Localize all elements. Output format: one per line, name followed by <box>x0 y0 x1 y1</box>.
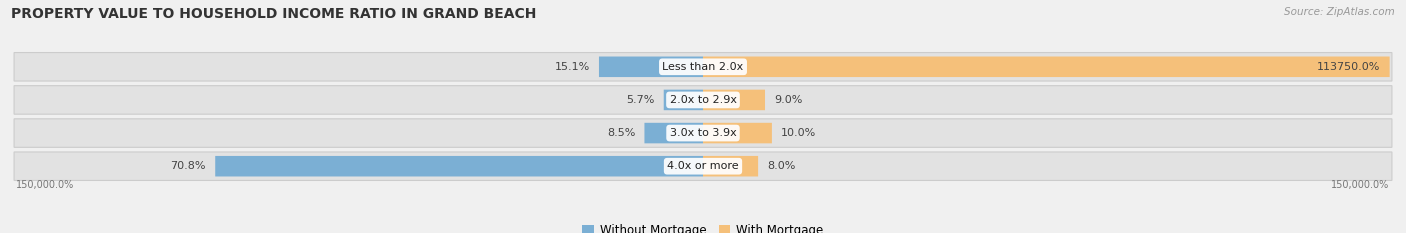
FancyBboxPatch shape <box>215 156 703 176</box>
FancyBboxPatch shape <box>703 123 772 143</box>
FancyBboxPatch shape <box>14 152 1392 180</box>
FancyBboxPatch shape <box>14 86 1392 114</box>
FancyBboxPatch shape <box>703 57 1389 77</box>
Legend: Without Mortgage, With Mortgage: Without Mortgage, With Mortgage <box>578 219 828 233</box>
FancyBboxPatch shape <box>664 90 703 110</box>
Text: 10.0%: 10.0% <box>782 128 817 138</box>
Text: 2.0x to 2.9x: 2.0x to 2.9x <box>669 95 737 105</box>
Text: 5.7%: 5.7% <box>626 95 655 105</box>
FancyBboxPatch shape <box>644 123 703 143</box>
FancyBboxPatch shape <box>14 53 1392 81</box>
Text: 70.8%: 70.8% <box>170 161 207 171</box>
Text: 150,000.0%: 150,000.0% <box>17 180 75 190</box>
FancyBboxPatch shape <box>599 57 703 77</box>
Text: 8.0%: 8.0% <box>768 161 796 171</box>
Text: 3.0x to 3.9x: 3.0x to 3.9x <box>669 128 737 138</box>
Text: 8.5%: 8.5% <box>607 128 636 138</box>
Text: PROPERTY VALUE TO HOUSEHOLD INCOME RATIO IN GRAND BEACH: PROPERTY VALUE TO HOUSEHOLD INCOME RATIO… <box>11 7 537 21</box>
Text: 113750.0%: 113750.0% <box>1317 62 1381 72</box>
Text: 150,000.0%: 150,000.0% <box>1331 180 1389 190</box>
Text: 9.0%: 9.0% <box>775 95 803 105</box>
Text: Less than 2.0x: Less than 2.0x <box>662 62 744 72</box>
FancyBboxPatch shape <box>703 90 765 110</box>
Text: 4.0x or more: 4.0x or more <box>668 161 738 171</box>
Text: 15.1%: 15.1% <box>554 62 589 72</box>
FancyBboxPatch shape <box>703 156 758 176</box>
Text: Source: ZipAtlas.com: Source: ZipAtlas.com <box>1284 7 1395 17</box>
FancyBboxPatch shape <box>14 119 1392 147</box>
